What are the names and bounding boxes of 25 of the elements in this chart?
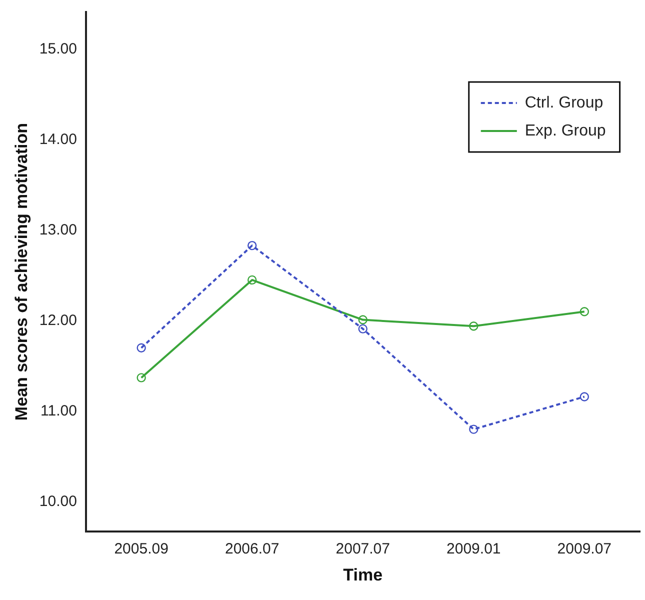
y-tick-label: 13.00 (39, 221, 77, 238)
legend-label: Ctrl. Group (524, 94, 604, 112)
point (136, 343, 146, 352)
y-tick-label: 11.00 (40, 402, 77, 420)
x-tick-label: 2006.07 (224, 540, 280, 558)
y-tick-label: 10.00 (39, 492, 77, 510)
point (247, 240, 257, 250)
x-tick-label: 2007.07 (336, 540, 390, 558)
x-tick-label: 2009.07 (557, 540, 612, 558)
point (580, 392, 590, 402)
x-tick-label: 2005.09 (114, 540, 168, 558)
point (358, 315, 368, 324)
y-tick-label: 12.00 (39, 312, 77, 329)
point (580, 307, 590, 316)
x-tick-label: 2009.01 (446, 540, 501, 558)
point (469, 322, 478, 331)
point (358, 324, 368, 334)
point (247, 275, 257, 285)
legend-label: Exp. Group (524, 122, 606, 140)
y-tick-label: 14.00 (39, 130, 77, 148)
x-axis-title: Time (343, 565, 383, 584)
y-tick-label: 15.00 (39, 40, 77, 58)
point (469, 424, 478, 434)
point (136, 373, 146, 382)
y-axis-title: Mean scores of achieving motivation (12, 123, 31, 421)
